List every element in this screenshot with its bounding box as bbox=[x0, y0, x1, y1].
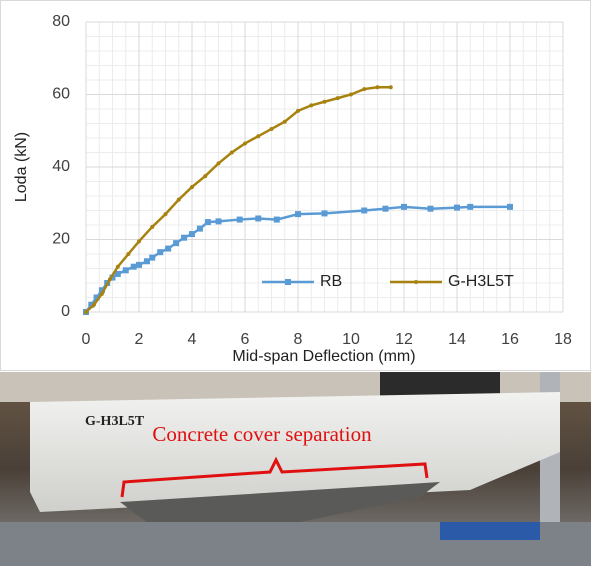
marker bbox=[130, 263, 137, 270]
marker bbox=[273, 216, 280, 223]
y-tick-label: 40 bbox=[52, 158, 70, 175]
x-tick-label: 12 bbox=[395, 331, 413, 348]
marker bbox=[335, 96, 340, 101]
marker bbox=[115, 264, 120, 269]
marker bbox=[236, 216, 243, 223]
marker bbox=[165, 245, 172, 252]
marker bbox=[454, 204, 460, 211]
y-axis-label: Loda (kN) bbox=[13, 132, 30, 202]
marker bbox=[243, 141, 247, 146]
marker bbox=[322, 99, 327, 104]
x-tick-label: 6 bbox=[241, 331, 250, 348]
marker bbox=[181, 234, 188, 241]
marker bbox=[256, 134, 261, 139]
marker bbox=[309, 103, 314, 108]
x-tick-label: 10 bbox=[342, 331, 360, 348]
marker bbox=[255, 215, 262, 222]
marker bbox=[107, 277, 112, 282]
marker bbox=[375, 85, 380, 90]
y-tick-label: 60 bbox=[52, 86, 70, 103]
marker bbox=[173, 240, 180, 247]
marker bbox=[196, 225, 203, 232]
x-tick-label: 4 bbox=[188, 331, 197, 348]
marker bbox=[349, 92, 353, 97]
annotation: Concrete cover separation bbox=[152, 422, 372, 446]
marker bbox=[163, 212, 168, 217]
marker bbox=[98, 287, 105, 294]
marker bbox=[122, 267, 129, 274]
marker bbox=[204, 219, 211, 226]
marker bbox=[176, 197, 181, 202]
x-tick-label: 14 bbox=[448, 331, 466, 348]
marker bbox=[189, 231, 195, 238]
x-tick-label: 16 bbox=[501, 331, 519, 348]
marker bbox=[282, 119, 287, 124]
beam-label: G-H3L5T bbox=[85, 414, 145, 429]
y-tick-label: 0 bbox=[61, 303, 70, 320]
marker bbox=[507, 203, 513, 210]
marker bbox=[126, 252, 131, 256]
marker bbox=[137, 239, 141, 244]
marker bbox=[361, 207, 368, 214]
marker bbox=[84, 310, 88, 314]
marker bbox=[99, 291, 104, 296]
marker bbox=[285, 279, 291, 285]
marker bbox=[216, 161, 221, 166]
marker bbox=[229, 150, 234, 155]
y-tick-label: 20 bbox=[52, 231, 70, 248]
marker bbox=[143, 258, 150, 265]
photo: G-H3L5T Concrete cover separation bbox=[0, 372, 591, 566]
legend-label: RB bbox=[320, 273, 342, 290]
spalled-concrete bbox=[120, 482, 440, 532]
y-tick-label: 80 bbox=[52, 13, 70, 30]
marker bbox=[91, 302, 96, 307]
beam bbox=[30, 392, 560, 512]
marker bbox=[93, 294, 100, 301]
marker bbox=[467, 203, 474, 210]
marker bbox=[149, 254, 156, 261]
marker bbox=[427, 205, 434, 212]
marker bbox=[401, 203, 407, 210]
marker bbox=[414, 280, 418, 284]
marker bbox=[150, 224, 155, 229]
series-line bbox=[85, 86, 391, 313]
annotation-bracket bbox=[120, 456, 429, 498]
x-tick-label: 2 bbox=[135, 331, 144, 348]
marker bbox=[88, 301, 95, 308]
support bbox=[440, 522, 540, 540]
marker bbox=[203, 174, 208, 179]
x-tick-label: 0 bbox=[82, 331, 91, 348]
marker bbox=[136, 261, 142, 268]
chart: Mid-span Deflection (mm) Loda (kN) 0 2 4 6 8… bbox=[0, 0, 591, 371]
x-tick-label: 8 bbox=[294, 331, 303, 348]
marker bbox=[382, 205, 389, 212]
marker bbox=[215, 218, 222, 225]
marker bbox=[321, 210, 328, 217]
marker bbox=[296, 108, 300, 113]
marker bbox=[157, 249, 164, 256]
legend-label: G-H3L5T bbox=[448, 273, 514, 290]
x-axis-label: Mid-span Deflection (mm) bbox=[232, 348, 415, 365]
x-tick-label: 18 bbox=[554, 331, 572, 348]
marker bbox=[388, 85, 393, 90]
marker bbox=[362, 87, 367, 92]
marker bbox=[295, 211, 301, 218]
marker bbox=[114, 270, 121, 277]
marker bbox=[109, 274, 116, 281]
marker bbox=[190, 184, 194, 189]
marker bbox=[269, 126, 274, 131]
